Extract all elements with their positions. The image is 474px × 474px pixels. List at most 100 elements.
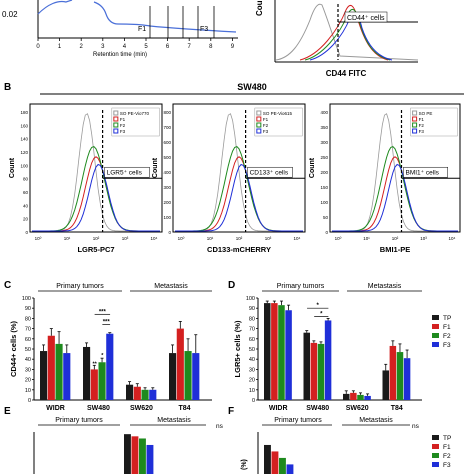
x-tick-label: 10² (392, 236, 399, 241)
y-tick-label: 0 (325, 230, 328, 235)
x-tick-label: 10¹ (64, 236, 71, 241)
y-tick-label: 100 (22, 296, 31, 302)
legend-swatch-tp (432, 435, 439, 440)
y-tick-label: 60 (25, 337, 31, 343)
panel-a-ytick: 0.02 (2, 10, 18, 19)
bar-tp-sw480 (303, 332, 311, 400)
x-tick-label: 5 (144, 44, 148, 50)
category-label: SW620 (130, 405, 153, 412)
legend-label: F1 (419, 117, 425, 122)
histogram-f3 (32, 163, 160, 232)
y-tick-label: 20 (23, 217, 29, 222)
panel-a2-gate-label: CD44⁺ cells (347, 15, 385, 22)
legend-label: F1 (263, 117, 269, 122)
y-tick-label: 40 (249, 357, 255, 363)
legend-swatch (412, 128, 418, 134)
legend-label: F1 (120, 117, 126, 122)
plot-frame (329, 103, 461, 233)
y-tick-label: 90 (249, 306, 255, 312)
bar-tp-sw480 (83, 346, 91, 400)
y-tick-label: 250 (320, 155, 328, 160)
legend-swatch (113, 116, 119, 122)
panel-e-chart: Primary tumors Metastasis ns (33, 417, 224, 474)
panel-d-legend: TP F1 F2 F3 (432, 315, 451, 349)
legend-swatch (412, 110, 418, 116)
bar-f1 (271, 451, 279, 474)
y-tick-label: 10 (249, 388, 255, 394)
bar-f3 (146, 444, 154, 474)
x-tick-label: 10³ (420, 236, 427, 241)
legend-swatch-tp (432, 315, 439, 320)
histogram-f2 (332, 146, 458, 232)
flow-cytometry-panels: 0 20 40 60 80 100 120 140 160 180 10⁰ 10¹ 10² 10³ 10⁴ C… (9, 103, 461, 254)
bar-tp-sw620 (343, 393, 350, 400)
x-tick-label: 9 (231, 44, 235, 50)
histogram-f2 (175, 146, 303, 232)
y-tick-label: 80 (25, 316, 31, 322)
x-tick-label: 10⁴ (294, 236, 301, 241)
y-tick-label: 400 (163, 170, 171, 175)
bar-f2-widr (278, 305, 285, 400)
legend-label: F3 (443, 342, 451, 349)
category-label: WIDR (46, 405, 65, 412)
significance-label: * (317, 303, 320, 309)
group-header: Metastasis (368, 283, 402, 290)
category-label: SW620 (346, 405, 369, 412)
bar-f3-sw620 (149, 389, 157, 400)
legend-swatch (113, 128, 119, 134)
x-tick-label: 10¹ (363, 236, 370, 241)
legend-swatch-f3 (432, 462, 439, 467)
significance-label: * (101, 353, 104, 359)
x-tick-label: 10⁴ (449, 236, 456, 241)
bar-f2-sw620 (357, 394, 364, 400)
x-axis-label: LGR5-PC7 (77, 245, 114, 254)
plot-frame (29, 103, 163, 233)
y-tick-label: 180 (20, 110, 28, 115)
y-tick-label: 60 (23, 190, 29, 195)
legend-label: F1 (443, 324, 451, 331)
group-header: Primary tumors (56, 283, 104, 290)
x-tick-label: 2 (80, 44, 84, 50)
legend-swatch (256, 122, 262, 128)
legend-swatch (412, 116, 418, 122)
fraction-label-f1: F1 (138, 26, 146, 33)
bar-f3-widr (63, 353, 71, 400)
legend-swatch (113, 110, 119, 116)
bar-f3-sw480 (324, 320, 332, 400)
bar-f1-sw480 (310, 342, 318, 400)
bar-tp (124, 434, 131, 474)
y-tick-label: 70 (25, 327, 31, 333)
x-tick-label: 10² (93, 236, 100, 241)
x-axis-label: BMI1-PE (380, 245, 410, 254)
panel-a-histogram: Cou CD44⁺ cells CD44 FITC (255, 0, 419, 78)
category-label: SW480 (87, 405, 110, 412)
y-tick-label: 100 (20, 163, 28, 168)
y-tick-label: 0 (252, 398, 255, 404)
y-tick-label: 160 (20, 123, 28, 128)
bar-f2-sw480 (317, 343, 325, 400)
y-tick-label: 120 (20, 150, 28, 155)
group-header: Primary tumors (55, 417, 103, 424)
x-tick-label: 3 (101, 44, 105, 50)
legend-label: F3 (120, 129, 126, 134)
y-tick-label: 150 (320, 185, 328, 190)
y-tick-label: 50 (25, 347, 31, 353)
bar-tp-sw620 (126, 384, 134, 400)
y-axis-label: Count (152, 157, 159, 178)
y-tick-label: 140 (20, 137, 28, 142)
histogram-f3 (175, 163, 303, 232)
y-tick-label: 0 (28, 398, 31, 404)
y-tick-label: 500 (163, 155, 171, 160)
y-tick-label: 400 (320, 110, 328, 115)
category-label: WIDR (269, 405, 288, 412)
bar-f2 (279, 457, 286, 474)
legend-label: TP (443, 315, 451, 322)
bar-tp-t84 (382, 370, 390, 400)
x-tick-label: 10² (236, 236, 243, 241)
flow-panel-2: 0 100 200 300 400 500 600 700 800 10⁰ 10¹ 10² 10³ 10⁴… (152, 103, 306, 254)
bar-f3-t84 (192, 353, 200, 400)
bar-tp-widr (264, 303, 271, 400)
x-tick-label: 0 (36, 44, 40, 50)
bar-f1-t84 (176, 328, 184, 400)
y-tick-label: 90 (25, 306, 31, 312)
